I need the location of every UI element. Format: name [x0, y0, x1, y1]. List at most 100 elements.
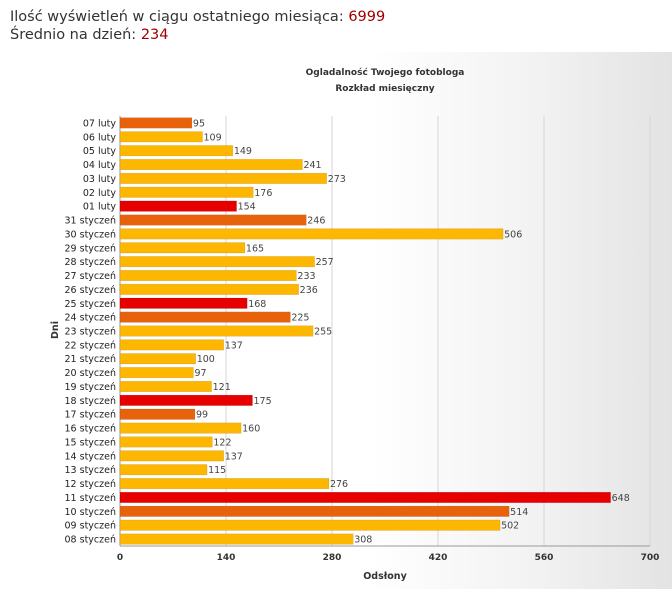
category-label: 27 styczeń	[65, 271, 116, 282]
bar	[119, 394, 253, 406]
bar	[119, 505, 510, 517]
chart-subtitle: Rozkład miesięczny	[335, 84, 434, 94]
bar	[119, 519, 501, 531]
bar	[119, 145, 234, 157]
x-tick-label: 140	[217, 553, 236, 563]
bar	[119, 131, 203, 143]
bar	[119, 353, 196, 365]
category-label: 10 styczeń	[65, 507, 116, 518]
bar	[119, 228, 504, 240]
value-label: 233	[297, 271, 315, 282]
value-label: 506	[504, 229, 522, 240]
category-label: 23 styczeń	[65, 327, 116, 338]
value-label: 276	[330, 479, 348, 490]
bar	[119, 533, 354, 545]
bar	[119, 311, 291, 323]
value-label: 154	[238, 202, 256, 213]
bar	[119, 436, 213, 448]
x-tick-label: 700	[641, 553, 660, 563]
y-axis-label: Dni	[50, 321, 61, 339]
stats-summary: Ilość wyświetleń w ciągu ostatniego mies…	[10, 8, 385, 44]
chart-title: Ogladalność Twojego fotobloga	[306, 67, 465, 78]
bar	[119, 256, 315, 268]
bar	[119, 172, 327, 184]
bar	[119, 242, 246, 254]
x-tick-label: 560	[535, 553, 554, 563]
category-label: 19 styczeń	[65, 382, 116, 393]
category-label: 01 luty	[83, 202, 116, 213]
category-label: 17 styczeń	[65, 410, 116, 421]
value-label: 100	[197, 354, 215, 365]
value-label: 273	[328, 174, 346, 185]
value-label: 165	[246, 243, 264, 254]
value-label: 95	[193, 118, 205, 129]
category-label: 09 styczeń	[65, 521, 116, 532]
bar	[119, 450, 224, 462]
value-label: 121	[213, 382, 231, 393]
x-tick-label: 0	[117, 553, 123, 563]
value-label: 246	[307, 216, 325, 227]
value-label: 236	[300, 285, 318, 296]
bar	[119, 380, 212, 392]
value-label: 514	[510, 507, 528, 518]
category-label: 04 luty	[83, 160, 116, 171]
category-label: 26 styczeń	[65, 285, 116, 296]
bar	[119, 297, 248, 309]
category-label: 29 styczeń	[65, 243, 116, 254]
value-label: 175	[254, 396, 272, 407]
category-label: 02 luty	[83, 188, 116, 199]
avg-label: Średnio na dzień:	[10, 27, 137, 43]
bar	[119, 367, 194, 379]
category-label: 13 styczeń	[65, 465, 116, 476]
value-label: 225	[291, 313, 309, 324]
bar	[119, 283, 299, 295]
value-label: 168	[248, 299, 266, 310]
category-label: 12 styczeń	[65, 479, 116, 490]
bar	[119, 325, 314, 337]
category-label: 21 styczeń	[65, 354, 116, 365]
bar	[119, 117, 193, 129]
bar	[119, 478, 330, 490]
bars	[119, 117, 611, 545]
value-label: 137	[225, 451, 243, 462]
labels: 0 140 280 420 560 700 07 luty 95 06 luty 109 05 lu…	[65, 118, 660, 563]
category-label: 05 luty	[83, 146, 116, 157]
value-label: 115	[208, 465, 226, 476]
views-label: Ilość wyświetleń w ciągu ostatniego mies…	[10, 9, 344, 25]
value-label: 97	[194, 368, 206, 379]
category-label: 15 styczeń	[65, 437, 116, 448]
views-value: 6999	[348, 9, 386, 25]
category-label: 06 luty	[83, 132, 116, 143]
category-label: 18 styczeń	[65, 396, 116, 407]
x-tick-label: 280	[323, 553, 342, 563]
category-label: 30 styczeń	[65, 229, 116, 240]
bar	[119, 464, 208, 476]
category-label: 28 styczeń	[65, 257, 116, 268]
category-label: 14 styczeń	[65, 451, 116, 462]
category-label: 11 styczeń	[65, 493, 116, 504]
category-label: 25 styczeń	[65, 299, 116, 310]
avg-line: Średnio na dzień: 234	[10, 26, 385, 44]
category-label: 24 styczeń	[65, 313, 116, 324]
value-label: 308	[354, 535, 372, 546]
value-label: 109	[204, 132, 222, 143]
bar	[119, 408, 196, 420]
bar	[119, 491, 611, 503]
bar	[119, 200, 237, 212]
bar	[119, 270, 297, 282]
bar	[119, 214, 307, 226]
x-tick-label: 420	[429, 553, 448, 563]
category-label: 08 styczeń	[65, 535, 116, 546]
category-label: 03 luty	[83, 174, 116, 185]
value-label: 648	[612, 493, 630, 504]
value-label: 137	[225, 340, 243, 351]
bar	[119, 339, 224, 351]
value-label: 176	[254, 188, 272, 199]
avg-value: 234	[140, 27, 169, 43]
value-label: 149	[234, 146, 252, 157]
value-label: 241	[303, 160, 321, 171]
bar	[119, 159, 303, 171]
value-label: 160	[242, 424, 260, 435]
bar	[119, 422, 242, 434]
